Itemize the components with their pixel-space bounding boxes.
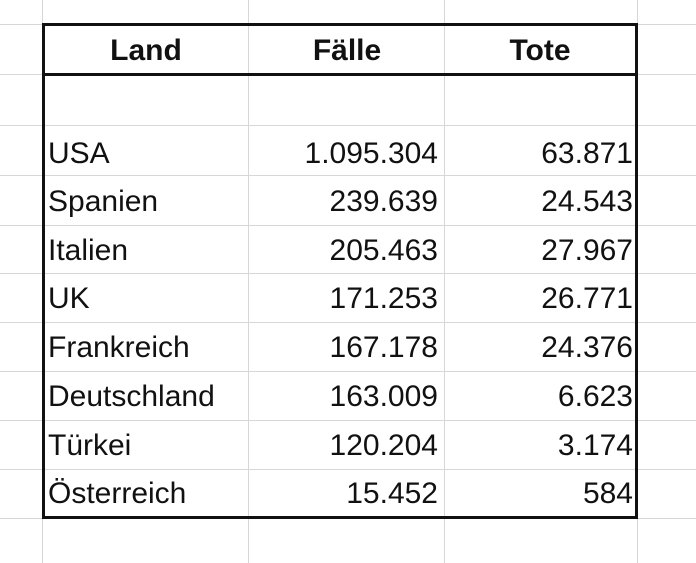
cell-faelle[interactable]: 120.204	[329, 429, 438, 462]
cell-land[interactable]: Italien	[48, 234, 129, 267]
header-tote[interactable]: Tote	[509, 34, 571, 67]
header-divider	[42, 73, 638, 76]
gridline	[0, 175, 696, 176]
cell-land[interactable]: Deutschland	[48, 380, 215, 413]
cell-land[interactable]: USA	[48, 137, 110, 170]
table-row: Frankreich 167.178 24.376	[0, 323, 696, 372]
cell-tote[interactable]: 63.871	[541, 137, 633, 170]
cell-faelle[interactable]: 15.452	[346, 477, 438, 510]
table-row: Deutschland 163.009 6.623	[0, 372, 696, 421]
table-row: Türkei 120.204 3.174	[0, 421, 696, 470]
cell-tote[interactable]: 26.771	[541, 282, 633, 315]
table-row: Italien 205.463 27.967	[0, 226, 696, 275]
cell-faelle[interactable]: 239.639	[329, 185, 438, 218]
cell-faelle[interactable]: 171.253	[329, 282, 438, 315]
gridline	[0, 125, 696, 126]
cell-tote[interactable]: 24.543	[541, 185, 633, 218]
gridline	[0, 469, 696, 470]
cell-land[interactable]: Türkei	[48, 429, 132, 462]
table-border	[42, 23, 638, 519]
gridline	[0, 322, 696, 323]
table-row: Österreich 15.452 584	[0, 469, 696, 518]
cell-faelle[interactable]: 1.095.304	[304, 137, 438, 170]
gridline	[0, 371, 696, 372]
table-row: UK 171.253 26.771	[0, 274, 696, 323]
cell-land[interactable]: Österreich	[48, 477, 187, 510]
cell-faelle[interactable]: 205.463	[329, 234, 438, 267]
cell-tote[interactable]: 6.623	[557, 380, 633, 413]
header-faelle[interactable]: Fälle	[312, 34, 382, 67]
cell-faelle[interactable]: 163.009	[329, 380, 438, 413]
cell-land[interactable]: Spanien	[48, 185, 159, 218]
cell-tote[interactable]: 3.174	[557, 429, 633, 462]
gridline	[0, 273, 696, 274]
header-land[interactable]: Land	[110, 34, 182, 67]
table-row: USA 1.095.304 63.871	[0, 129, 696, 178]
gridline	[444, 0, 445, 563]
cell-land[interactable]: Frankreich	[48, 331, 190, 364]
gridline	[0, 420, 696, 421]
gridline	[0, 225, 696, 226]
cell-tote[interactable]: 27.967	[541, 234, 633, 267]
table-row: Spanien 239.639 24.543	[0, 177, 696, 226]
cell-tote[interactable]: 24.376	[541, 331, 633, 364]
gridline	[248, 0, 249, 563]
cell-land[interactable]: UK	[48, 282, 90, 315]
cell-faelle[interactable]: 167.178	[329, 331, 438, 364]
cell-tote[interactable]: 584	[582, 477, 633, 510]
